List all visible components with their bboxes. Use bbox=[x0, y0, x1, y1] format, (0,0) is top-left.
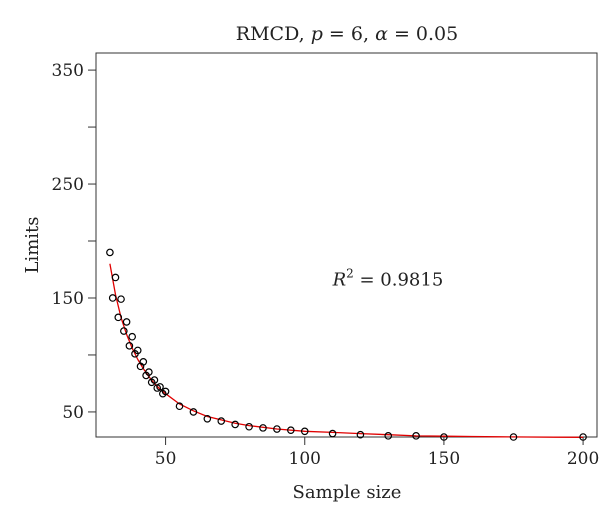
title-p-symbol: p bbox=[311, 23, 323, 45]
x-tick-label: 150 bbox=[428, 449, 460, 469]
y-axis-label: Limits bbox=[22, 216, 43, 273]
data-point bbox=[287, 426, 295, 434]
y-tick-label: 350 bbox=[52, 61, 84, 81]
y-tick-label: 150 bbox=[52, 289, 84, 309]
r-squared-sup: 2 bbox=[346, 266, 354, 280]
data-point bbox=[328, 429, 337, 438]
data-point bbox=[114, 313, 123, 322]
data-point bbox=[175, 402, 184, 411]
data-point bbox=[120, 327, 128, 335]
data-point bbox=[106, 248, 114, 257]
title-p-value: = 6, bbox=[323, 23, 375, 45]
x-axis-label: Sample size bbox=[293, 482, 402, 503]
title-prefix: RMCD, bbox=[236, 23, 311, 45]
y-tick-label: 50 bbox=[62, 403, 84, 423]
data-point bbox=[217, 417, 226, 425]
data-point bbox=[231, 420, 239, 429]
title-alpha-value: = 0.05 bbox=[388, 23, 458, 45]
data-point bbox=[412, 432, 420, 440]
y-axis: 50 150 250 350 bbox=[52, 61, 96, 423]
y-tick-label: 250 bbox=[52, 175, 84, 195]
data-point bbox=[384, 432, 393, 440]
data-point bbox=[145, 368, 153, 376]
data-point bbox=[245, 422, 253, 431]
data-point bbox=[156, 383, 164, 391]
data-point bbox=[579, 433, 587, 441]
data-point bbox=[111, 273, 120, 282]
r-squared-value: = 0.9815 bbox=[354, 269, 444, 290]
data-point bbox=[161, 387, 170, 396]
data-point bbox=[203, 414, 212, 423]
data-point bbox=[133, 346, 142, 355]
data-point bbox=[139, 357, 148, 366]
data-point bbox=[509, 433, 518, 441]
title-alpha-symbol: α bbox=[375, 23, 388, 45]
plot-frame bbox=[95, 52, 598, 438]
data-point bbox=[125, 342, 134, 350]
data-point bbox=[150, 376, 159, 384]
data-point bbox=[128, 332, 136, 341]
data-point bbox=[356, 430, 365, 439]
r-squared-base: R bbox=[332, 269, 347, 290]
r-squared-annotation: R2 = 0.9815 bbox=[332, 266, 444, 290]
data-point bbox=[189, 408, 198, 416]
fit-line bbox=[109, 263, 584, 438]
data-point bbox=[122, 318, 131, 326]
x-tick-label: 100 bbox=[289, 449, 321, 469]
chart-title: RMCD, p = 6, α = 0.05 bbox=[236, 23, 458, 45]
x-axis: 50 100 150 200 bbox=[155, 437, 599, 469]
x-tick-label: 50 bbox=[155, 449, 177, 469]
data-point bbox=[259, 424, 267, 432]
data-point bbox=[440, 433, 448, 441]
data-points bbox=[106, 248, 587, 441]
data-point bbox=[273, 425, 281, 433]
x-tick-label: 200 bbox=[567, 449, 599, 469]
data-point bbox=[117, 295, 125, 303]
data-point bbox=[108, 294, 117, 302]
data-point bbox=[300, 427, 309, 436]
